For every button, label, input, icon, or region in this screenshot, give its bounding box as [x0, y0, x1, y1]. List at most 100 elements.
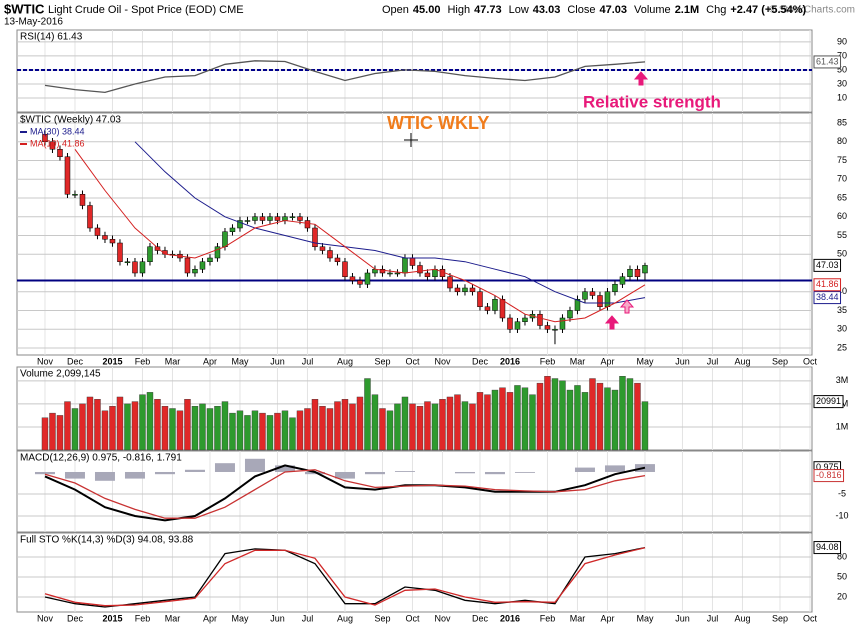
- bar: [191, 405, 199, 451]
- last-value-label: 0.975: [816, 462, 839, 472]
- bar: [326, 408, 334, 451]
- candle-body: [522, 317, 528, 322]
- candle-body: [544, 325, 551, 330]
- bar: [589, 378, 596, 451]
- candle-body: [192, 268, 198, 274]
- last-value-label: 94.08: [816, 542, 839, 552]
- candle-body: [282, 216, 288, 221]
- candle-body: [514, 321, 521, 330]
- bar: [229, 412, 236, 451]
- bar: [206, 408, 214, 451]
- histogram-bar: [484, 471, 505, 475]
- histogram-bar: [274, 465, 295, 472]
- x-tick-label: Dec: [472, 356, 489, 366]
- bar: [574, 385, 581, 451]
- x-tick-label: Feb: [135, 356, 151, 366]
- candle-body: [379, 268, 386, 274]
- bar: [244, 415, 251, 451]
- bar: [499, 387, 506, 451]
- y-tick-label: 30: [837, 78, 847, 88]
- copyright: © StockCharts.com: [769, 5, 855, 16]
- bar: [469, 403, 476, 451]
- series-line: [44, 60, 646, 94]
- x-tick-label: May: [231, 613, 249, 623]
- series-line: [74, 149, 646, 323]
- bar: [626, 378, 634, 451]
- last-value-label: 20991: [816, 396, 841, 406]
- candle-body: [207, 257, 213, 262]
- bar: [304, 408, 311, 451]
- y-tick-label: 3M: [836, 375, 849, 385]
- y-tick-label: 1M: [836, 421, 849, 431]
- x-tick-label: Oct: [803, 356, 818, 366]
- last-value-box: [813, 55, 842, 69]
- last-value-label: 61.43: [816, 56, 839, 66]
- candle-body: [507, 317, 513, 330]
- crosshair: [404, 133, 418, 147]
- candle-body: [274, 216, 281, 221]
- bar: [559, 380, 566, 451]
- bar: [214, 405, 221, 451]
- bar: [364, 378, 371, 451]
- candle-body: [199, 261, 206, 270]
- bar: [176, 410, 184, 451]
- y-tick-label: 40: [837, 286, 847, 296]
- candle-body: [574, 298, 581, 311]
- quote-value: +2.47 (+5.54%): [730, 4, 806, 16]
- bar: [131, 401, 139, 451]
- bar: [424, 401, 431, 451]
- candle-body: [139, 261, 146, 274]
- bar: [596, 382, 604, 451]
- bar: [439, 399, 446, 451]
- last-value-box: [813, 258, 842, 272]
- histogram-bar: [184, 469, 205, 472]
- bar: [356, 396, 364, 451]
- y-tick-label: 70: [837, 174, 847, 184]
- x-tick-label: Oct: [405, 613, 420, 623]
- quote-label: Chg: [706, 4, 726, 16]
- histogram-bar: [604, 465, 625, 472]
- bar: [71, 408, 79, 451]
- candle-body: [364, 272, 371, 285]
- arrow: [633, 71, 649, 86]
- last-value-label: 41.86: [816, 279, 839, 289]
- x-tick-label: Aug: [734, 356, 750, 366]
- quote-label: Close: [567, 4, 595, 16]
- bar: [311, 399, 319, 451]
- bar: [461, 401, 469, 451]
- histogram-bar: [394, 471, 415, 472]
- bar: [401, 396, 409, 451]
- y-tick-label: 50: [837, 571, 847, 581]
- x-tick-label: Mar: [165, 356, 181, 366]
- x-tick-label: Apr: [203, 613, 217, 623]
- y-tick-label: 10: [837, 92, 847, 102]
- y-tick-label: 50: [837, 64, 847, 74]
- y-tick-label: 75: [837, 155, 847, 165]
- bar: [116, 396, 124, 451]
- x-tick-label: Nov: [434, 613, 451, 623]
- x-tick-label: Feb: [135, 613, 151, 623]
- panel: [16, 532, 813, 613]
- bar: [454, 394, 461, 451]
- x-tick-label: Mar: [165, 613, 181, 623]
- candle-body: [304, 220, 311, 229]
- last-value-label: 47.03: [816, 260, 839, 270]
- symbol-name: Light Crude Oil - Spot Price (EOD) CME: [48, 4, 244, 16]
- candle-body: [409, 257, 416, 266]
- candle-body: [237, 220, 243, 229]
- last-value-box: [813, 541, 842, 555]
- panel-title: RSI(14) 61.43: [20, 32, 83, 43]
- bar: [281, 410, 289, 451]
- bar: [109, 405, 116, 451]
- candle-body: [79, 194, 86, 206]
- series-line: [44, 547, 646, 607]
- candle-body: [604, 291, 611, 307]
- candle-body: [349, 276, 356, 281]
- candle-body: [132, 261, 138, 274]
- bar: [379, 408, 386, 451]
- y-tick-label: 90: [837, 36, 847, 46]
- candle-body: [109, 238, 116, 244]
- last-value-box: [813, 278, 842, 292]
- candle-body: [537, 313, 543, 326]
- candle-body: [477, 291, 483, 307]
